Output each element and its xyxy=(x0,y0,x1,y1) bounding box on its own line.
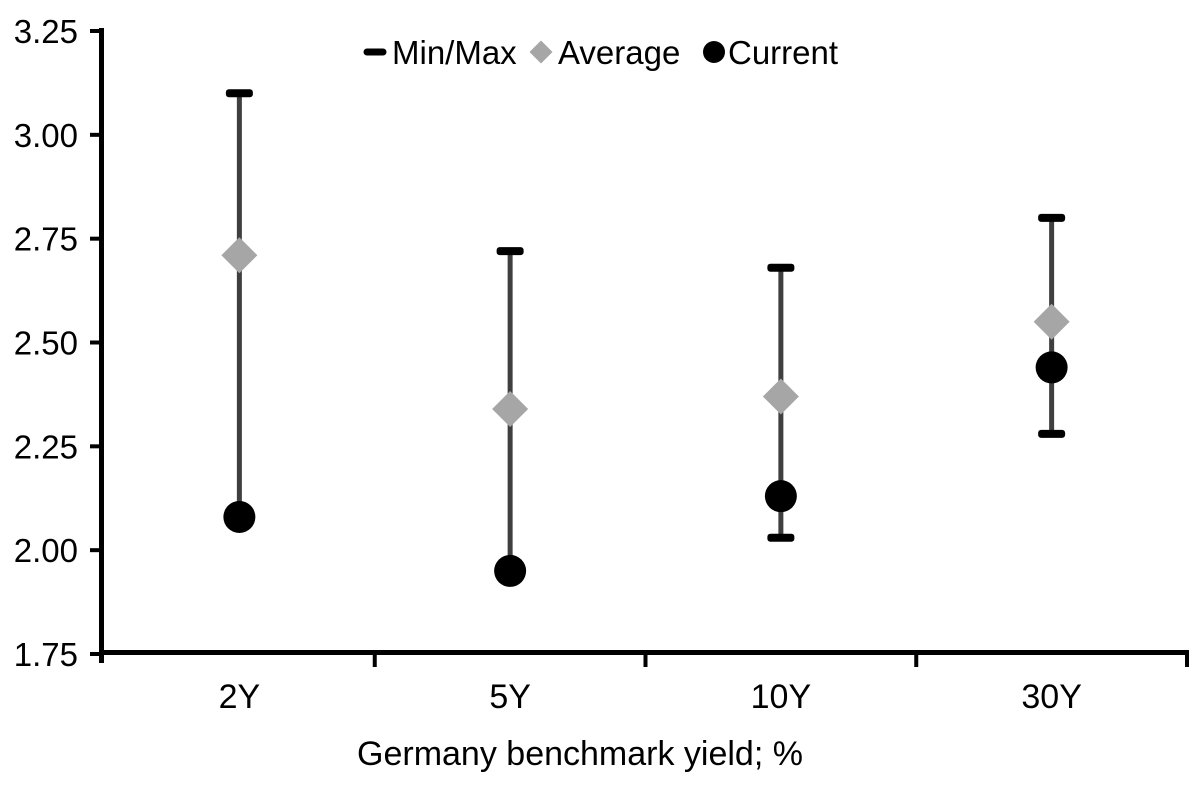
current-marker-30Y xyxy=(1035,351,1068,384)
marks-layer xyxy=(221,89,1070,587)
x-axis-tick xyxy=(914,655,919,667)
legend-label-current: Current xyxy=(728,34,838,71)
y-axis-tick-label: 3.00 xyxy=(14,117,78,154)
y-axis-tick xyxy=(90,236,99,241)
max-cap-30Y xyxy=(1038,213,1066,222)
y-axis-line xyxy=(99,28,104,663)
max-cap-10Y xyxy=(767,263,795,272)
x-axis-category-label-30Y: 30Y xyxy=(1021,678,1082,716)
y-axis-tick xyxy=(90,444,99,449)
legend-average-diamond-icon xyxy=(529,40,553,64)
max-cap-5Y xyxy=(496,247,524,256)
current-marker-5Y xyxy=(494,554,527,587)
legend-label-average: Average xyxy=(558,34,680,71)
y-axis-tick-label: 3.25 xyxy=(14,13,78,50)
x-axis-category-label-10Y: 10Y xyxy=(751,678,812,716)
y-axis-tick xyxy=(90,340,99,345)
axes-layer: 3.25 3.00 2.75 2.50 2.25 2.00 1.75 2Y 5Y 10Y 30Y xyxy=(14,13,1189,716)
legend-current-circle-icon xyxy=(703,41,725,63)
x-axis-category-label-5Y: 5Y xyxy=(489,678,531,716)
average-marker-10Y xyxy=(762,378,799,415)
x-axis-tick xyxy=(1185,655,1189,667)
current-marker-10Y xyxy=(764,480,797,513)
legend-label-minmax: Min/Max xyxy=(392,34,517,71)
y-axis-tick-label: 2.50 xyxy=(14,325,78,362)
x-axis-line xyxy=(99,650,1189,655)
y-axis-tick xyxy=(90,132,99,137)
y-axis-tick-label: 2.25 xyxy=(14,428,78,465)
x-axis-tick xyxy=(643,655,648,667)
y-axis-tick xyxy=(90,29,99,33)
current-marker-2Y xyxy=(223,500,256,533)
y-axis-tick-label: 2.75 xyxy=(14,221,78,258)
x-axis-title: Germany benchmark yield; % xyxy=(357,735,803,773)
y-axis-tick-label: 1.75 xyxy=(14,636,78,673)
legend-minmax-dash-icon xyxy=(363,48,387,56)
y-axis-tick-label: 2.00 xyxy=(14,532,78,569)
x-axis-category-label-2Y: 2Y xyxy=(219,678,261,716)
average-marker-30Y xyxy=(1033,303,1070,340)
min-cap-10Y xyxy=(767,533,795,542)
max-cap-2Y xyxy=(225,89,253,98)
legend: Min/Max Average Current xyxy=(363,34,838,71)
y-axis-tick xyxy=(90,548,99,553)
average-marker-2Y xyxy=(221,237,258,274)
average-marker-5Y xyxy=(492,390,529,427)
x-axis-tick xyxy=(372,655,377,667)
y-axis-tick xyxy=(90,652,99,656)
min-cap-30Y xyxy=(1038,429,1066,438)
